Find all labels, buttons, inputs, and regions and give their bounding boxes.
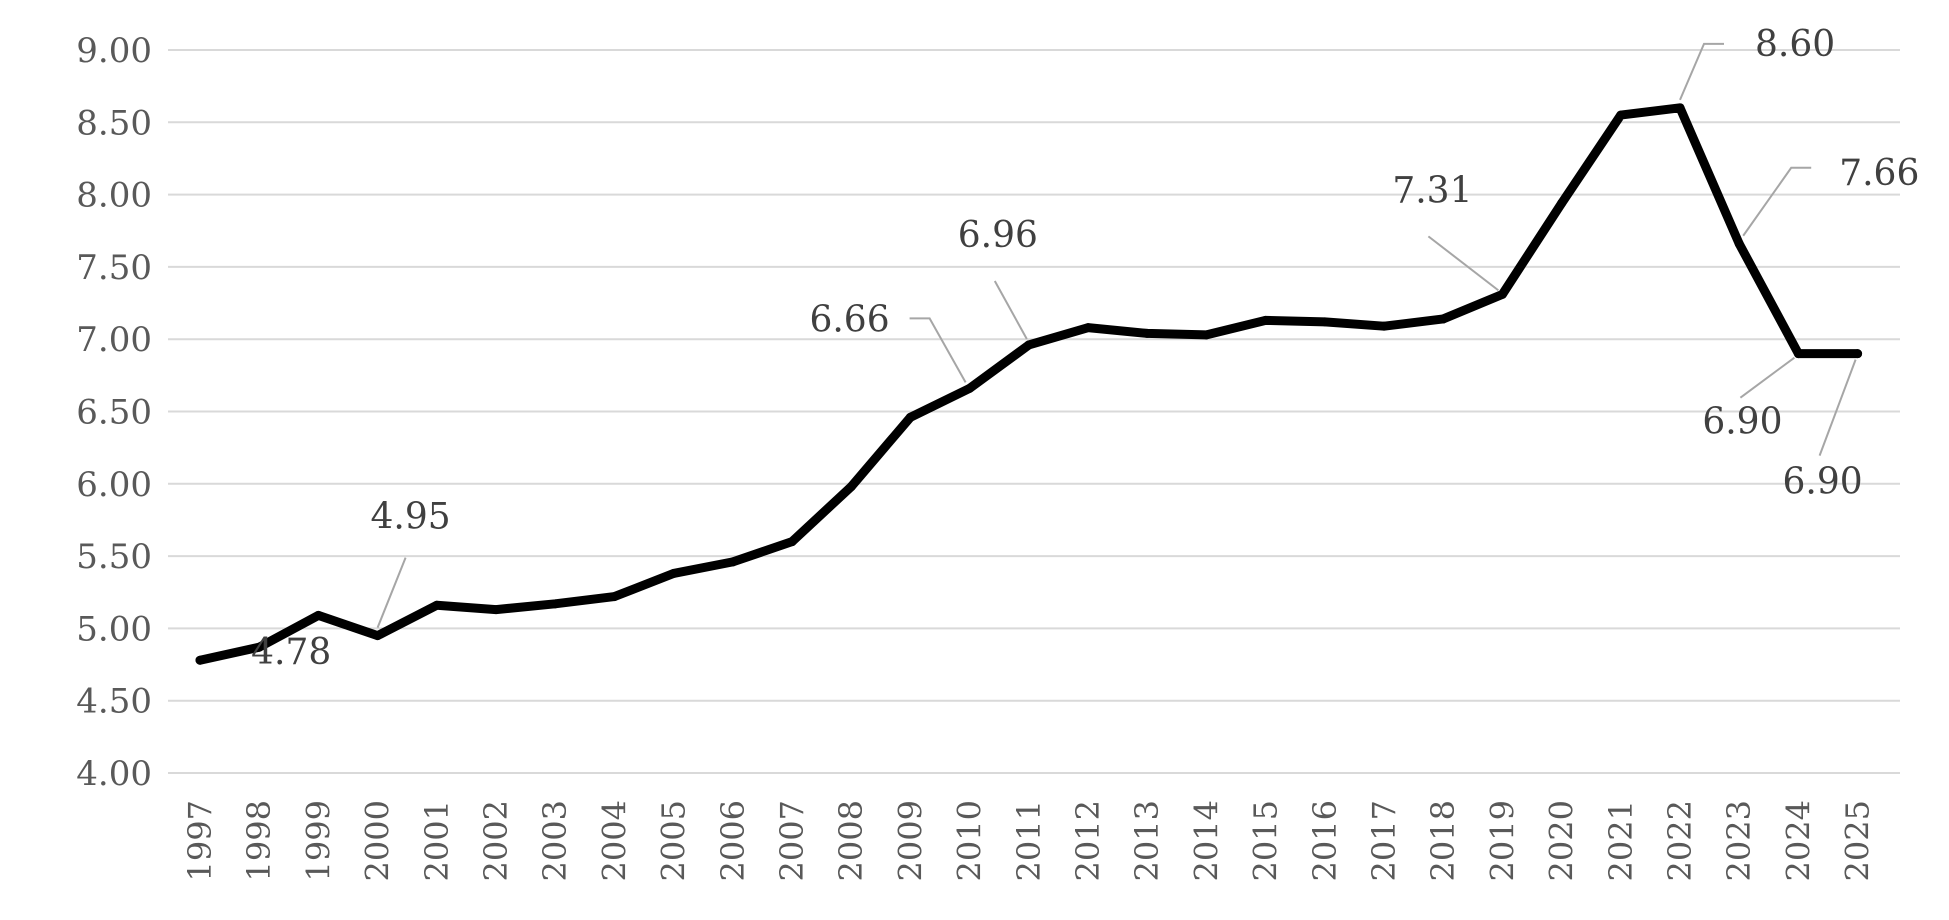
y-tick-label: 7.50 (76, 248, 152, 288)
x-tick-label: 2023 (1720, 800, 1758, 881)
data-point-2016 (1320, 317, 1330, 327)
gridlines (168, 49, 1900, 774)
x-tick-label: 2022 (1661, 800, 1699, 881)
leader-line-2025 (1818, 359, 1857, 457)
y-axis-ticks: 4.00 4.50 5.00 5.50 6.00 6.50 7.00 7.50 8.00 8.50… (76, 31, 152, 794)
y-tick-label: 4.50 (76, 682, 152, 722)
data-point-2003 (550, 599, 560, 609)
x-axis-ticks: 1997 1998 1999 2000 2001 2002 2003 2004 2005 2006… (181, 800, 1877, 881)
x-tick-label: 2021 (1602, 800, 1640, 881)
data-point-1999 (313, 610, 323, 620)
y-tick-label: 5.50 (76, 537, 152, 577)
y-tick-label: 9.00 (76, 31, 152, 71)
data-label-2025: 6.90 (1783, 462, 1863, 503)
x-tick-label: 2004 (595, 800, 633, 881)
x-tick-label: 2010 (951, 800, 989, 881)
data-point-2017 (1379, 321, 1389, 331)
x-tick-label: 1999 (299, 800, 337, 881)
data-label-2000: 4.95 (371, 497, 451, 538)
data-label-2019: 7.31 (1392, 170, 1472, 211)
x-tick-label: 2018 (1424, 800, 1462, 881)
data-point-2024 (1793, 349, 1803, 359)
y-tick-label: 6.00 (76, 465, 152, 505)
leader-line-2011 (993, 280, 1028, 340)
leader-line-2022 (1679, 42, 1724, 101)
data-point-2008 (846, 482, 856, 492)
x-tick-label: 2007 (773, 800, 811, 881)
data-label-2024: 6.90 (1702, 402, 1782, 443)
data-point-2006 (728, 557, 738, 567)
data-point-2001 (432, 600, 442, 610)
data-label-2010: 6.66 (809, 299, 889, 340)
data-label-1998: 4.78 (251, 632, 331, 673)
x-tick-label: 2016 (1306, 800, 1344, 881)
x-tick-label: 2005 (655, 800, 693, 881)
data-point-2007 (787, 537, 797, 547)
x-tick-label: 1997 (181, 800, 219, 881)
x-tick-label: 2020 (1543, 800, 1581, 881)
data-point-2023 (1734, 239, 1744, 249)
y-tick-label: 7.00 (76, 320, 152, 360)
data-point-2010 (965, 383, 975, 393)
y-tick-label: 4.00 (76, 754, 152, 794)
y-tick-label: 6.50 (76, 393, 152, 433)
x-tick-label: 2024 (1779, 800, 1817, 881)
x-tick-label: 2012 (1069, 800, 1107, 881)
x-tick-label: 2015 (1247, 800, 1285, 881)
x-tick-label: 2003 (536, 800, 574, 881)
data-point-2014 (1201, 330, 1211, 340)
data-point-1997 (195, 655, 205, 665)
leader-line-2023 (1742, 166, 1812, 237)
x-tick-label: 1998 (240, 800, 278, 881)
leader-line-2010 (909, 317, 967, 383)
x-tick-label: 2019 (1483, 800, 1521, 881)
x-tick-label: 2013 (1128, 800, 1166, 881)
data-point-2019 (1497, 289, 1507, 299)
y-tick-label: 5.00 (76, 609, 152, 649)
data-point-2005 (669, 568, 679, 578)
x-tick-label: 2017 (1365, 800, 1403, 881)
series-layer (195, 103, 1863, 665)
data-labels: 4.78 4.95 6.66 6.96 7.31 8.60 7.66 6.906.90 (251, 24, 1919, 673)
data-label-2022: 8.60 (1755, 24, 1835, 65)
data-point-2012 (1083, 323, 1093, 333)
x-tick-label: 2025 (1839, 800, 1877, 881)
data-point-2018 (1438, 314, 1448, 324)
x-tick-label: 2002 (477, 800, 515, 881)
data-point-2020 (1557, 198, 1567, 208)
series-line (195, 103, 1863, 665)
data-point-2011 (1024, 340, 1034, 350)
data-point-2025 (1853, 349, 1863, 359)
data-point-2022 (1675, 103, 1685, 113)
leader-line-2019 (1427, 235, 1500, 292)
x-tick-label: 2000 (359, 800, 397, 881)
leader-line-2000 (376, 557, 407, 629)
data-point-2004 (609, 592, 619, 602)
y-tick-label: 8.00 (76, 176, 152, 216)
x-tick-label: 2009 (891, 800, 929, 881)
data-label-leaders (376, 42, 1857, 629)
data-label-2023: 7.66 (1839, 153, 1919, 194)
x-tick-label: 2014 (1187, 800, 1225, 881)
data-point-2002 (491, 605, 501, 615)
x-tick-label: 2001 (418, 800, 456, 881)
data-label-2011: 6.96 (958, 215, 1038, 256)
data-point-1998 (254, 642, 264, 652)
x-tick-label: 2008 (832, 800, 870, 881)
data-point-2009 (905, 412, 915, 422)
x-tick-label: 2006 (714, 800, 752, 881)
data-point-2015 (1261, 315, 1271, 325)
x-tick-label: 2011 (1010, 800, 1048, 881)
y-tick-label: 8.50 (76, 103, 152, 143)
data-point-2013 (1142, 328, 1152, 338)
leader-line-2024 (1739, 356, 1795, 399)
data-point-2021 (1616, 110, 1626, 120)
data-point-2000 (373, 631, 383, 641)
